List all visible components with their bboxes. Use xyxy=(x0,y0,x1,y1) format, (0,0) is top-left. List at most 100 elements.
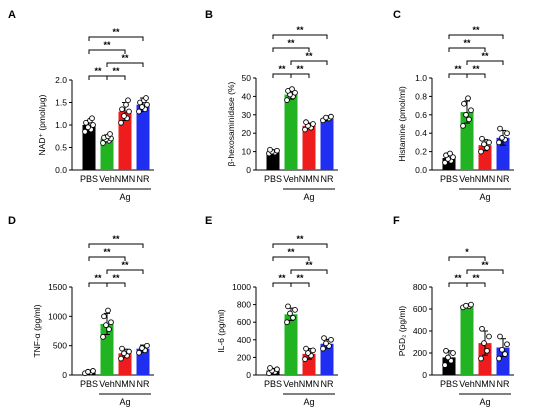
significance-label: ** xyxy=(472,64,480,74)
data-point xyxy=(328,336,334,343)
y-axis-label: PGD₂ (pg/ml) xyxy=(397,306,407,357)
data-point xyxy=(479,135,485,142)
data-point xyxy=(303,345,309,352)
data-point xyxy=(460,122,466,129)
data-point xyxy=(292,89,298,96)
data-point xyxy=(118,355,124,362)
data-point xyxy=(443,347,449,354)
data-point xyxy=(461,100,467,107)
category-label-nr: NR xyxy=(321,379,334,389)
data-point xyxy=(320,345,326,352)
bar-pbs xyxy=(442,158,456,170)
significance-label: ** xyxy=(296,25,304,35)
y-axis-label: NAD⁺ (pmol/μg) xyxy=(37,94,47,155)
data-point xyxy=(108,319,114,326)
y-tick-label: 0.0 xyxy=(415,165,427,175)
data-point xyxy=(328,113,334,120)
data-point xyxy=(310,347,316,354)
data-point xyxy=(502,351,508,357)
data-point xyxy=(119,345,125,352)
bar-nmn xyxy=(302,125,316,170)
significance-bracket xyxy=(88,256,126,261)
data-point xyxy=(90,368,96,374)
significance-label: ** xyxy=(121,53,129,63)
category-label-pbs: PBS xyxy=(80,379,98,389)
y-tick-label: 600 xyxy=(237,317,251,327)
data-point xyxy=(504,341,510,348)
significance-label: ** xyxy=(305,51,313,61)
data-point xyxy=(450,350,456,356)
data-point xyxy=(285,303,291,310)
data-point xyxy=(310,121,316,127)
data-point xyxy=(136,349,142,356)
significance-label: ** xyxy=(287,247,295,257)
significance-label: ** xyxy=(278,273,286,283)
bar-veh xyxy=(100,138,114,170)
data-point xyxy=(468,301,474,308)
y-tick-label: 200 xyxy=(413,348,427,358)
category-label-nmn: NMN xyxy=(475,379,496,389)
data-point xyxy=(442,159,448,166)
data-point xyxy=(496,139,502,146)
category-label-veh: Veh xyxy=(283,174,299,184)
data-point xyxy=(85,124,91,131)
panel-letter: B xyxy=(205,9,213,21)
data-point xyxy=(274,147,280,154)
bar-nr xyxy=(320,118,334,170)
y-tick-label: 500 xyxy=(53,341,67,351)
bar-nr xyxy=(136,104,150,170)
significance-bracket xyxy=(88,75,108,80)
group-label: Ag xyxy=(479,397,490,407)
y-tick-label: 0.4 xyxy=(415,128,427,138)
data-point xyxy=(274,366,280,373)
panel-letter: A xyxy=(8,9,16,21)
category-label-nr: NR xyxy=(497,379,510,389)
data-point xyxy=(100,334,106,340)
significance-bracket xyxy=(88,36,144,41)
category-label-nmn: NMN xyxy=(299,379,320,389)
data-point xyxy=(136,108,142,115)
significance-label: ** xyxy=(305,260,313,270)
panel-f: F 0 200 400 600 800 PGD₂ (pg/ml) PBS Veh NMN NR Ag *… xyxy=(393,215,514,407)
group-label: Ag xyxy=(119,397,130,407)
bar-pbs xyxy=(82,125,96,170)
data-point xyxy=(126,108,132,115)
significance-label: ** xyxy=(454,64,462,74)
y-tick-label: 40 xyxy=(242,91,252,101)
significance-bracket xyxy=(290,60,328,65)
data-point xyxy=(119,106,125,113)
group-label: Ag xyxy=(479,192,490,202)
significance-bracket xyxy=(272,256,310,261)
data-point xyxy=(144,101,150,108)
data-point xyxy=(267,146,273,153)
significance-label: ** xyxy=(112,234,120,244)
panel-d: D 0 500 1000 1500 TNF-α (pg/ml) PBS Veh NMN NR Ag *… xyxy=(8,215,154,407)
data-point xyxy=(481,141,487,148)
data-point xyxy=(289,86,295,92)
y-axis-label: Histamine (pmol/ml) xyxy=(397,86,407,162)
data-point xyxy=(504,130,510,137)
significance-label: ** xyxy=(454,273,462,283)
data-point xyxy=(450,154,456,160)
y-tick-label: 600 xyxy=(413,304,427,314)
category-label-nmn: NMN xyxy=(299,174,320,184)
data-point xyxy=(290,314,296,321)
y-tick-label: 1000 xyxy=(48,311,67,321)
y-tick-label: 30 xyxy=(242,110,252,120)
data-point xyxy=(463,111,469,118)
y-tick-label: 1.5 xyxy=(55,98,67,108)
y-tick-label: 20 xyxy=(242,128,252,138)
data-point xyxy=(445,354,451,361)
group-label: Ag xyxy=(303,397,314,407)
data-point xyxy=(90,122,96,128)
data-point xyxy=(499,134,505,141)
data-point xyxy=(267,365,273,371)
significance-bracket xyxy=(272,34,328,39)
significance-bracket xyxy=(466,60,504,65)
data-point xyxy=(496,355,502,362)
panel-letter: C xyxy=(393,9,401,21)
significance-label: ** xyxy=(463,38,471,48)
significance-bracket xyxy=(448,34,504,39)
significance-bracket xyxy=(272,47,310,52)
significance-bracket xyxy=(272,282,292,287)
